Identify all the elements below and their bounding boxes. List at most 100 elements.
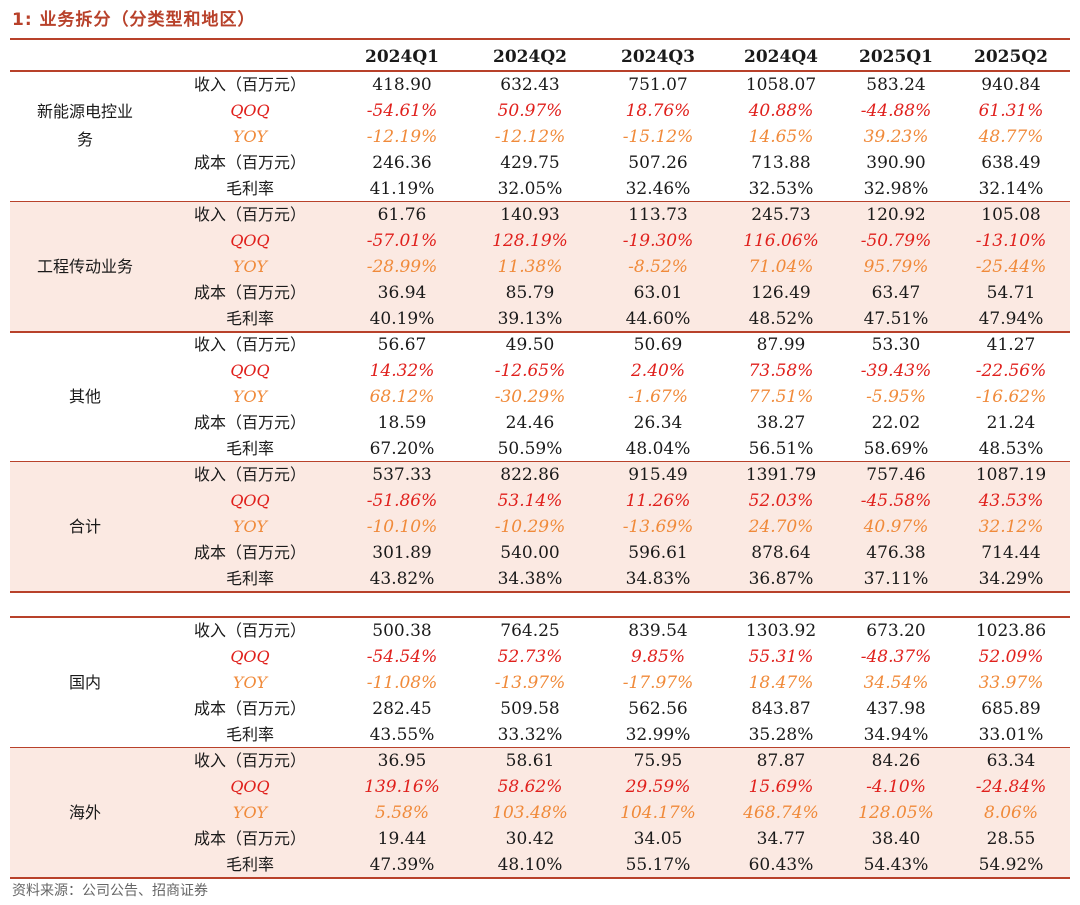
table-cell: 18.76%: [625, 101, 691, 121]
table-cell: 507.26: [628, 153, 688, 173]
table-row-revenue: 收入（百万元） 36.95 58.61 75.95 87.87 84.26 63.34: [10, 748, 1070, 774]
table-cell: 113.73: [628, 205, 688, 225]
table-cell: -13.69%: [622, 517, 694, 537]
table-cell: -39.43%: [860, 361, 932, 381]
segment-name: 海外: [68, 803, 101, 822]
table-cell: 48.10%: [497, 855, 563, 875]
table-cell: -28.99%: [366, 257, 438, 277]
table-cell: -19.30%: [622, 231, 694, 251]
table-cell: -25.44%: [975, 257, 1047, 277]
table-row-margin: 毛利率 43.82% 34.38% 34.83% 36.87% 37.11% 34.29%: [10, 566, 1070, 592]
table-cell: 32.14%: [978, 179, 1044, 199]
column-header: 2025Q1: [859, 47, 933, 67]
table-cell: -50.79%: [860, 231, 932, 251]
row-label: 成本（百万元）: [193, 283, 306, 302]
table-cell: -48.37%: [860, 647, 932, 667]
table-cell: 596.61: [628, 543, 688, 563]
table-cell: 32.05%: [497, 179, 563, 199]
table-cell: 61.31%: [978, 101, 1044, 121]
table-cell: 41.27: [986, 335, 1036, 355]
table-cell: 53.14%: [497, 491, 563, 511]
row-label: YOY: [232, 517, 268, 536]
table-cell: 26.34: [633, 413, 683, 433]
table-cell: 85.79: [505, 283, 555, 303]
table-cell: -54.61%: [366, 101, 438, 121]
table-row-qoq: QOQ -51.86% 53.14% 11.26% 52.03% -45.58% 43.53…: [10, 488, 1070, 514]
row-label: 毛利率: [225, 855, 274, 874]
table-cell: 40.97%: [863, 517, 929, 537]
row-label: 成本（百万元）: [193, 699, 306, 718]
table-cell: 50.97%: [497, 101, 563, 121]
table-cell: 140.93: [500, 205, 560, 225]
table-row-revenue: 收入（百万元） 500.38 764.25 839.54 1303.92 673.20 10…: [10, 618, 1070, 644]
row-label: YOY: [232, 127, 268, 146]
table-cell: 14.32%: [369, 361, 435, 381]
table-row-margin: 毛利率 43.55% 33.32% 32.99% 35.28% 34.94% 33.01%: [10, 722, 1070, 748]
table-row-qoq: QOQ -54.54% 52.73% 9.85% 55.31% -48.37% 52.09%: [10, 644, 1070, 670]
table-cell: 58.69%: [863, 439, 929, 459]
table-row-cost: 成本（百万元） 246.36 429.75 507.26 713.88 390.90 638…: [10, 150, 1070, 176]
table-cell: 1058.07: [745, 75, 817, 95]
segment-name: 新能源电控业务: [36, 102, 133, 149]
table-cell: -22.56%: [975, 361, 1047, 381]
table-cell: 58.62%: [497, 777, 563, 797]
table-cell: -30.29%: [494, 387, 566, 407]
table-cell: 33.01%: [978, 725, 1044, 745]
table-cell: 38.40: [871, 829, 921, 849]
table-row-revenue: 收入（百万元） 537.33 822.86 915.49 1391.79 757.46 10…: [10, 462, 1070, 488]
table-cell: 418.90: [372, 75, 432, 95]
section-divider: [10, 616, 1070, 618]
table-row-yoy: YOY 68.12% -30.29% -1.67% 77.51% -5.95% -16.62…: [10, 384, 1070, 410]
table-row-cost: 成本（百万元） 18.59 24.46 26.34 38.27 22.02 21.24: [10, 410, 1070, 436]
row-label: 收入（百万元）: [193, 75, 306, 94]
table-cell: 41.19%: [369, 179, 435, 199]
segment-name: 其他: [68, 387, 101, 406]
table-cell: 18.59: [377, 413, 427, 433]
table-cell: 56.67: [377, 335, 427, 355]
table-cell: 34.83%: [625, 569, 691, 589]
table-cell: 37.11%: [863, 569, 929, 589]
table-cell: 437.98: [866, 699, 926, 719]
table-cell: 68.12%: [369, 387, 435, 407]
table-cell: 39.13%: [497, 309, 563, 329]
row-label: 收入（百万元）: [193, 205, 306, 224]
row-label: YOY: [232, 257, 268, 276]
table-cell: 48.53%: [978, 439, 1044, 459]
table-cell: 36.94: [377, 283, 427, 303]
table-cell: 54.43%: [863, 855, 929, 875]
table-cell: -11.08%: [366, 673, 438, 693]
table-cell: 1087.19: [975, 465, 1047, 485]
row-label: QOQ: [230, 101, 270, 120]
row-label: 成本（百万元）: [193, 829, 306, 848]
table-cell: 476.38: [866, 543, 926, 563]
table-cell: 685.89: [981, 699, 1041, 719]
table-row-cost: 成本（百万元） 36.94 85.79 63.01 126.49 63.47 54.71: [10, 280, 1070, 306]
table-cell: 52.03%: [748, 491, 814, 511]
table-cell: 638.49: [981, 153, 1041, 173]
row-label: 毛利率: [225, 309, 274, 328]
row-label: QOQ: [230, 647, 270, 666]
table-cell: -57.01%: [366, 231, 438, 251]
segment-group: 国内 收入（百万元） 500.38 764.25 839.54 1303.92 673.20…: [10, 618, 1070, 749]
table-cell: 120.92: [866, 205, 926, 225]
table-cell: 245.73: [751, 205, 811, 225]
table-cell: -4.10%: [866, 777, 926, 797]
segment-name: 合计: [68, 517, 101, 536]
table-cell: -5.95%: [866, 387, 926, 407]
table-cell: 32.46%: [625, 179, 691, 199]
row-label: 毛利率: [225, 179, 274, 198]
table-cell: -10.29%: [494, 517, 566, 537]
table-cell: 47.51%: [863, 309, 929, 329]
segment-group: 工程传动业务 收入（百万元） 61.76 140.93 113.73 245.73 120.…: [10, 202, 1070, 333]
table-cell: 32.99%: [625, 725, 691, 745]
table-cell: 116.06%: [743, 231, 819, 251]
table-cell: 58.61: [505, 751, 555, 771]
header-rule: [10, 70, 1070, 72]
table-row-cost: 成本（百万元） 301.89 540.00 596.61 878.64 476.38 714…: [10, 540, 1070, 566]
table-cell: 500.38: [372, 621, 432, 641]
table-cell: 60.43%: [748, 855, 814, 875]
table-cell: 87.99: [756, 335, 806, 355]
table-cell: 50.59%: [497, 439, 563, 459]
table-cell: 32.12%: [978, 517, 1044, 537]
table-cell: 71.04%: [748, 257, 814, 277]
